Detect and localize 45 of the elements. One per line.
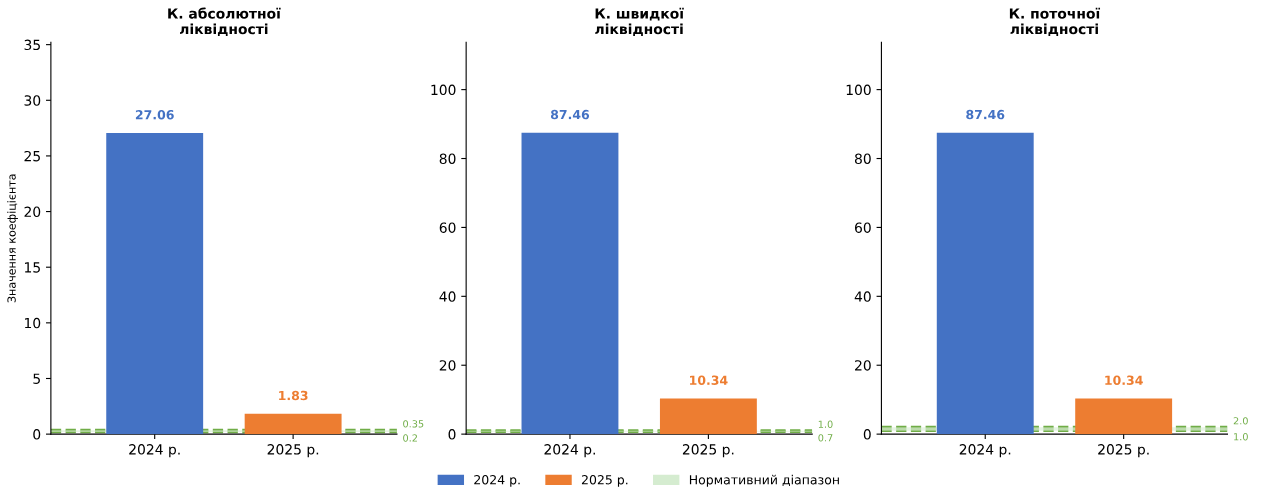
legend-label: 2025 р. [581,474,628,487]
y-tick-label: 10 [25,317,41,329]
y-tick-label: 20 [439,360,456,371]
chart-title: К. абсолютної ліквідності [168,7,281,36]
y-tick-label: 60 [439,222,456,233]
x-tick-label: 2024 р. [959,444,1011,458]
x-tick-label: 2024 р. [544,444,595,458]
y-axis-title: Значення коефіцієнта [7,174,18,303]
data-label: 10.34 [1105,375,1143,385]
legend-label: Нормативний діапазон [689,474,839,487]
legend-label: 2024 р. [474,474,520,487]
ref-line-label: 0.35 [403,420,424,428]
ref-line-label: 0.7 [818,434,833,442]
chart-title: К. поточної ліквідності [1009,7,1101,36]
y-tick-label: 20 [24,206,41,218]
ref-line-label: 1.0 [818,420,833,428]
chart-title: К. швидкої ліквідності [595,7,684,36]
data-label: 10.34 [690,375,728,385]
y-tick-label: 100 [431,84,456,96]
x-tick-label: 2025 р. [682,444,734,458]
data-label: 27.06 [135,110,174,120]
y-tick-label: 35 [24,39,40,51]
y-tick-label: 5 [33,373,40,384]
data-label: 1.83 [279,390,308,401]
ref-line-label: 2.0 [1233,417,1248,425]
y-tick-label: 0 [863,429,871,440]
y-tick-label: 80 [439,153,456,164]
y-tick-label: 15 [25,262,40,273]
data-label: 87.46 [550,109,590,120]
data-label: 87.46 [966,109,1005,120]
y-tick-label: 80 [854,153,871,164]
y-tick-label: 25 [24,150,40,162]
x-tick-label: 2025 р. [267,444,319,458]
y-tick-label: 40 [439,291,456,302]
y-tick-label: 30 [24,95,41,106]
ref-line-label: 1.0 [1234,433,1248,441]
y-tick-label: 40 [854,291,871,302]
x-tick-label: 2024 р. [129,444,180,458]
y-tick-label: 100 [846,84,871,96]
ref-line-label: 0.2 [403,434,417,442]
y-tick-label: 0 [33,429,41,440]
y-tick-label: 20 [855,360,871,371]
x-tick-label: 2025 р. [1098,444,1149,458]
y-tick-label: 60 [855,222,871,233]
y-tick-label: 0 [448,429,456,440]
